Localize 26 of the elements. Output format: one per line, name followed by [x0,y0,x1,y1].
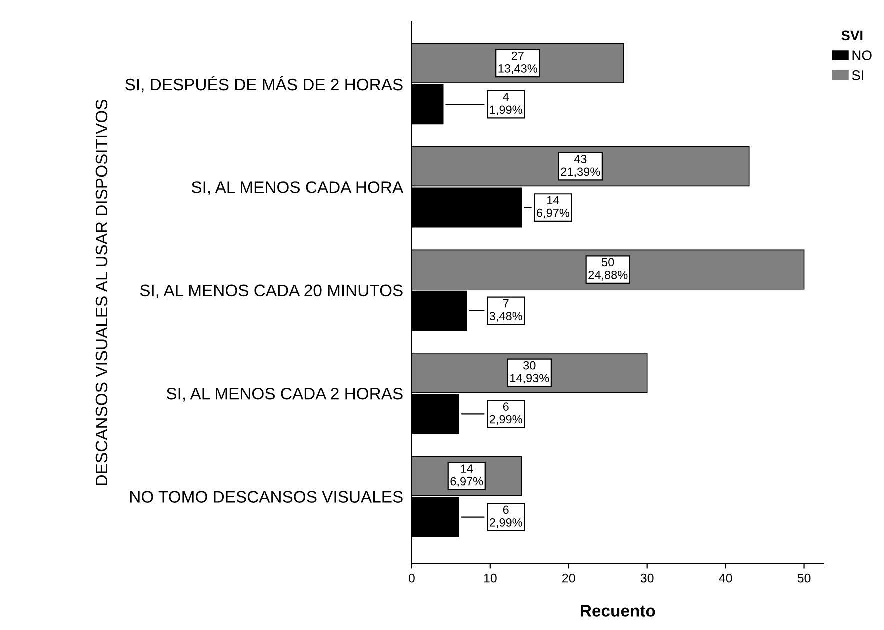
y-tick-label: SI, AL MENOS CADA 20 MINUTOS [140,284,403,299]
y-tick-label: SI, AL MENOS CADA 2 HORAS [166,388,403,402]
x-tick-label: 50 [798,574,811,583]
data-label: 7 3,48% [490,300,522,322]
data-label: 14 6,97% [537,196,570,219]
x-axis-title: Recuento [581,605,656,617]
data-label: 50 24,88% [588,258,628,281]
data-label: 4 1,99% [490,93,522,116]
data-label: 6 2,99% [490,402,522,426]
legend-title: SVI [842,30,863,41]
data-label: 6 2,99% [490,506,522,528]
legend-label: SI [852,70,864,80]
y-tick-label: SI, AL MENOS CADA HORA [192,182,404,196]
x-tick-label: 30 [640,574,654,583]
x-tick-label: 0 [408,574,415,583]
data-label: 27 13,43% [498,52,538,74]
y-axis-title: DESCANSOS VISUALES AL USAR DISPOSITIVOS [96,100,108,486]
y-tick-label: NO TOMO DESCANSOS VISUALES [130,491,403,503]
legend-label: NO [852,50,872,60]
y-tick-label: SI, DESPUÉS DE MÁS DE 2 HORAS [126,76,403,93]
data-label: 30 14,93% [510,361,550,384]
x-tick-label: 10 [484,574,497,583]
data-label: 43 21,39% [561,155,600,178]
x-tick-label: 20 [562,574,576,583]
data-label: 14 6,97% [450,464,484,488]
x-tick-label: 40 [719,574,732,583]
